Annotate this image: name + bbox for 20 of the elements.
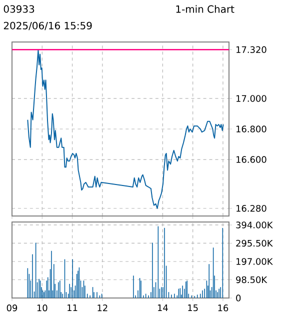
x-tick-label: 14 <box>158 304 168 312</box>
x-tick-label: 15 <box>188 304 198 312</box>
y-tick-label: 16.600 <box>236 156 266 163</box>
y-tick-label: 17.000 <box>236 95 266 102</box>
y-tick-label: 98.50K <box>236 276 268 284</box>
x-tick-label: 10 <box>37 304 48 312</box>
y-tick-label: 197.00K <box>236 258 273 265</box>
y-tick-label: 0 <box>236 294 241 302</box>
x-tick-label: 11 <box>68 304 78 312</box>
x-tick-label: 09 <box>6 304 18 312</box>
x-tick-label: 16 <box>218 304 228 312</box>
chart-subtitle: 2025/06/16 15:59 <box>4 22 92 30</box>
y-tick-label: 16.800 <box>236 126 266 132</box>
y-tick-label: 16.280 <box>236 204 266 212</box>
y-tick-label: 295.50K <box>236 240 273 247</box>
text: 1-min Chart <box>176 5 234 13</box>
chart-title: 03933 <box>4 5 34 13</box>
x-tick-label: 12 <box>98 304 108 312</box>
y-tick-label: 394.00K <box>236 222 273 228</box>
y-tick-label: 17.320 <box>236 46 266 54</box>
